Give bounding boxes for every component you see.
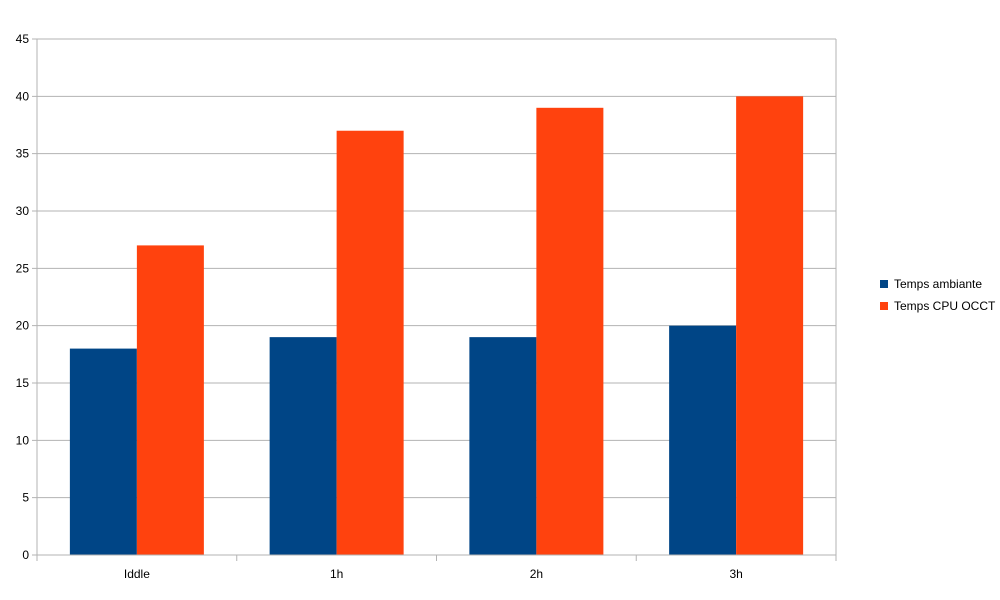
x-tick-label-2: 2h xyxy=(530,567,543,581)
y-tick-label-25: 25 xyxy=(16,261,30,275)
y-tick-label-40: 40 xyxy=(16,89,30,103)
bar-2-1 xyxy=(336,130,404,555)
bar-2-0 xyxy=(136,245,204,555)
bar-1-0 xyxy=(69,348,137,555)
bar-1-2 xyxy=(469,337,537,555)
legend-label-series-1: Temps ambiante xyxy=(894,277,983,291)
y-tick-label-15: 15 xyxy=(16,376,30,390)
legend-label-series-2: Temps CPU OCCT xyxy=(894,299,996,313)
y-tick-label-5: 5 xyxy=(22,491,29,505)
y-tick-label-0: 0 xyxy=(22,548,29,562)
y-tick-label-10: 10 xyxy=(16,433,30,447)
bar-1-3 xyxy=(669,325,737,555)
legend: Temps ambiante Temps CPU OCCT xyxy=(880,275,995,319)
x-tick-label-1: 1h xyxy=(330,567,343,581)
bar-2-3 xyxy=(736,96,804,555)
y-tick-label-20: 20 xyxy=(16,319,30,333)
y-tick-label-30: 30 xyxy=(16,204,30,218)
legend-item-series-2: Temps CPU OCCT xyxy=(880,297,995,315)
bar-2-2 xyxy=(536,107,604,556)
x-tick-label-3: 3h xyxy=(729,567,742,581)
y-tick-label-45: 45 xyxy=(16,32,30,46)
y-tick-label-35: 35 xyxy=(16,147,30,161)
x-tick-label-0: Iddle xyxy=(124,567,150,581)
legend-swatch-series-1 xyxy=(880,280,888,288)
legend-item-series-1: Temps ambiante xyxy=(880,275,995,293)
bar-1-1 xyxy=(269,337,337,555)
legend-swatch-series-2 xyxy=(880,302,888,310)
